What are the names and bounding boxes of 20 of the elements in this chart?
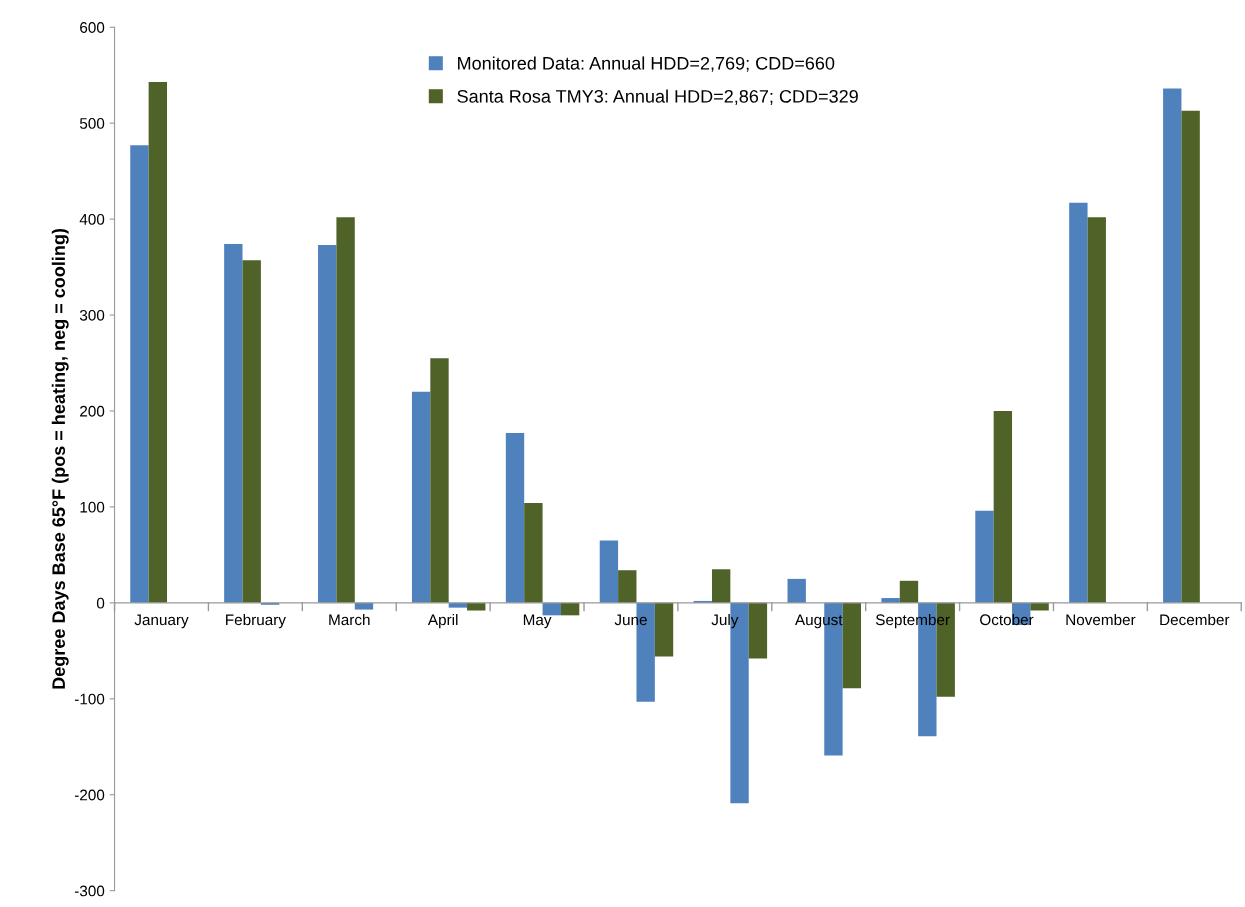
y-tick-label: 0 [96,597,105,609]
x-tick-label: March [329,613,370,626]
y-tick-label: 100 [80,501,105,513]
y-axis-title: Degree Days Base 65°F (pos = heating, neg = cooling) [51,228,69,689]
x-tick-label: November [1066,613,1136,626]
legend-label: Monitored Data: Annual HDD=2,769; CDD=660 [458,56,835,72]
x-tick-label: February [226,613,286,629]
legend-label: Santa Rosa TMY3: Annual HDD=2,867; CDD=329 [457,89,858,105]
y-tick-label: 600 [80,22,105,33]
x-tick-label: December [1160,613,1230,626]
y-tick-label: 400 [79,213,105,225]
y-tick-label: -100 [74,693,105,705]
y-tick-label: 300 [79,309,105,321]
y-tick-label: -200 [74,789,105,801]
x-tick-label: April [427,613,458,629]
y-tick-label: -300 [74,885,105,897]
y-tick-label: 500 [79,118,105,129]
y-tick-label: 200 [80,405,105,417]
x-tick-label: January [134,614,189,629]
x-tick-label: May [523,614,552,629]
